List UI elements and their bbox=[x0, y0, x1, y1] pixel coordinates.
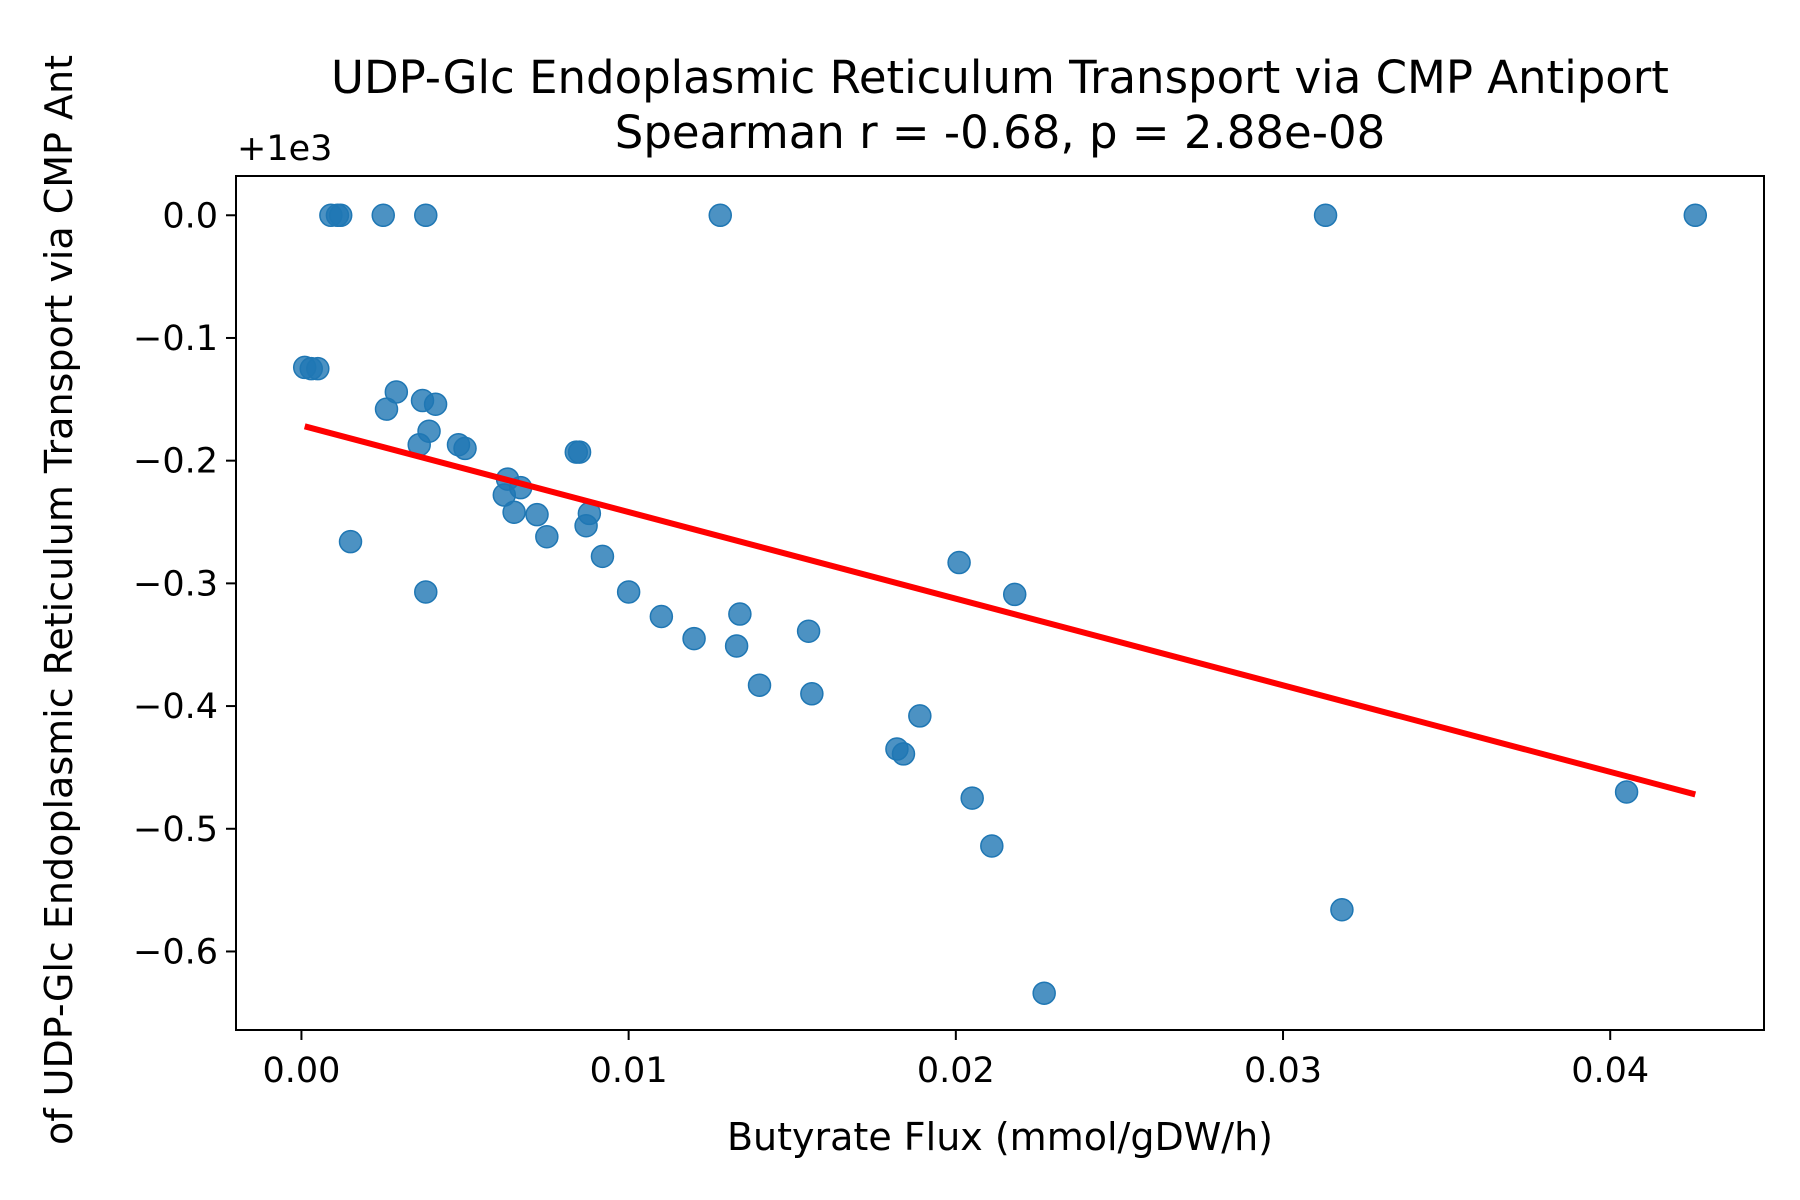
data-point bbox=[535, 524, 559, 549]
data-point bbox=[796, 619, 821, 643]
plot-frame bbox=[235, 175, 1765, 1031]
data-point bbox=[590, 544, 615, 569]
y-axis-ticks: 0.0 −0.1 −0.2 −0.3 −0.4 −0.5 −0.6 bbox=[133, 196, 236, 972]
data-point bbox=[525, 502, 549, 527]
data-point bbox=[328, 203, 353, 228]
y-tick-label: −0.3 bbox=[133, 564, 218, 604]
data-point bbox=[960, 786, 984, 810]
data-point bbox=[800, 682, 824, 706]
x-axis-ticks: 0.00 0.01 0.02 0.03 0.04 bbox=[262, 1030, 1649, 1091]
chart-subtitle: Spearman r = -0.68, p = 2.88e-08 bbox=[615, 106, 1385, 159]
data-point bbox=[747, 673, 772, 697]
y-tick-label: 0.0 bbox=[162, 196, 218, 236]
data-point bbox=[947, 550, 971, 575]
data-point bbox=[453, 436, 477, 461]
data-point bbox=[908, 704, 932, 728]
data-point bbox=[502, 500, 526, 524]
data-point bbox=[649, 604, 674, 629]
y-axis-label: of UDP-Glc Endoplasmic Reticulum Transpo… bbox=[37, 55, 81, 1145]
data-point bbox=[423, 392, 448, 416]
data-point bbox=[371, 203, 395, 228]
data-point bbox=[1683, 203, 1708, 228]
y-tick-label: −0.4 bbox=[133, 687, 218, 727]
data-point bbox=[1614, 780, 1639, 804]
data-point bbox=[1002, 582, 1027, 607]
data-point bbox=[1313, 203, 1338, 228]
data-point bbox=[980, 834, 1004, 858]
data-point bbox=[414, 203, 438, 228]
x-axis-label: Butyrate Flux (mmol/gDW/h) bbox=[727, 1115, 1273, 1159]
x-tick-label: 0.01 bbox=[590, 1051, 668, 1091]
data-point bbox=[682, 626, 706, 651]
data-point bbox=[1032, 981, 1056, 1005]
y-tick-label: −0.1 bbox=[133, 319, 218, 359]
data-point bbox=[1330, 898, 1354, 922]
data-point bbox=[728, 602, 752, 626]
trend-line bbox=[303, 423, 1697, 798]
data-point bbox=[338, 529, 363, 554]
data-point bbox=[567, 440, 592, 464]
scatter-points bbox=[292, 203, 1708, 1005]
data-point bbox=[374, 397, 399, 421]
x-tick-label: 0.00 bbox=[262, 1051, 340, 1091]
y-tick-label: −0.6 bbox=[133, 932, 218, 972]
y-offset-label: +1e3 bbox=[237, 129, 332, 169]
y-tick-label: −0.5 bbox=[133, 810, 218, 850]
chart-title: UDP-Glc Endoplasmic Reticulum Transport … bbox=[331, 51, 1669, 104]
data-point bbox=[891, 742, 916, 766]
x-tick-label: 0.03 bbox=[1244, 1051, 1322, 1091]
data-point bbox=[414, 580, 438, 604]
data-point bbox=[306, 356, 330, 381]
data-point bbox=[724, 634, 749, 658]
x-tick-label: 0.04 bbox=[1571, 1051, 1649, 1091]
data-point bbox=[616, 580, 641, 604]
x-tick-label: 0.02 bbox=[917, 1051, 995, 1091]
data-point bbox=[574, 513, 598, 538]
data-point bbox=[708, 203, 732, 228]
y-tick-label: −0.2 bbox=[133, 442, 218, 482]
